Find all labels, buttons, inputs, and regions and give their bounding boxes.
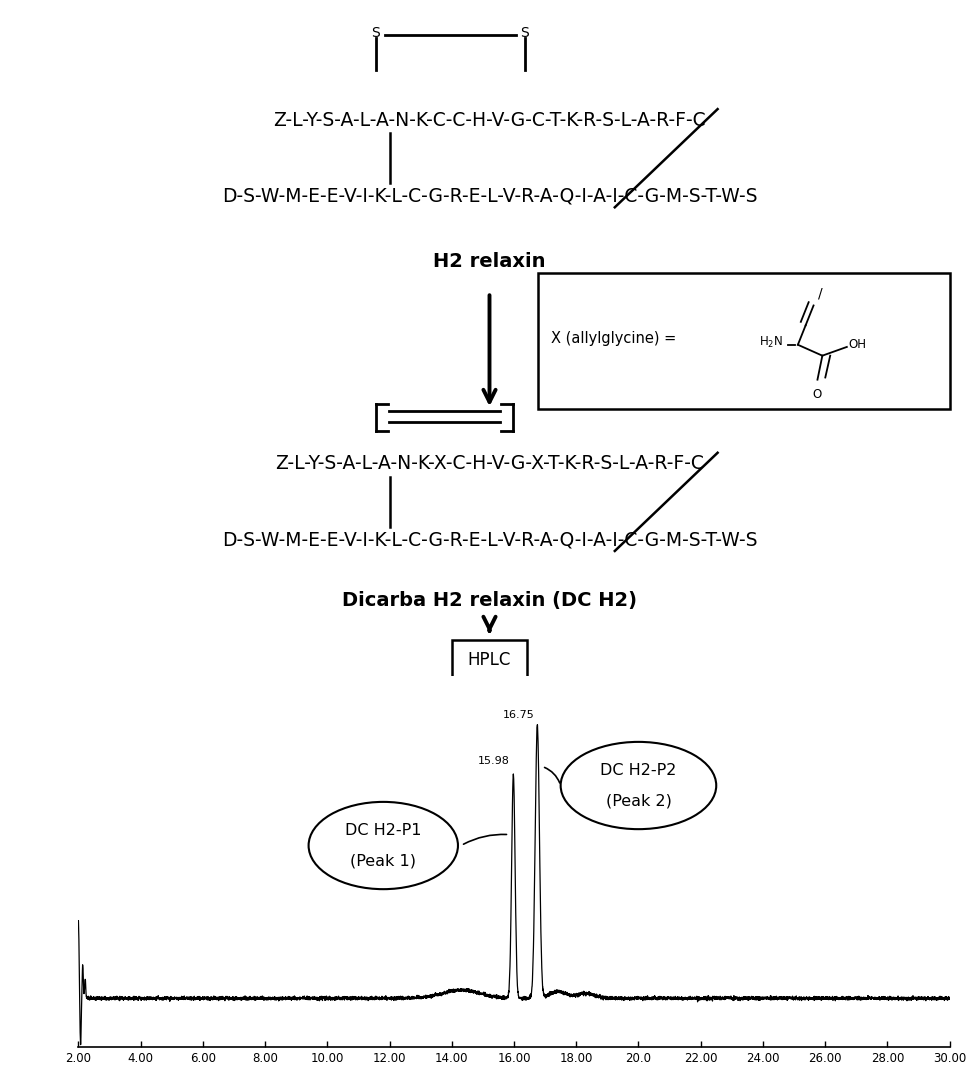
Ellipse shape <box>560 742 716 829</box>
Ellipse shape <box>308 802 458 889</box>
Text: D-S-W-M-E-E-V-I-K-L-C-G-R-E-L-V-R-A-Q-I-A-I-C-G-M-S-T-W-S: D-S-W-M-E-E-V-I-K-L-C-G-R-E-L-V-R-A-Q-I-… <box>222 530 756 550</box>
FancyBboxPatch shape <box>538 273 949 409</box>
Text: DC H2-P2: DC H2-P2 <box>600 763 676 778</box>
Text: Z-L-Y-S-A-L-A-N-K-X-C-H-V-G-X-T-K-R-S-L-A-R-F-C: Z-L-Y-S-A-L-A-N-K-X-C-H-V-G-X-T-K-R-S-L-… <box>275 454 703 473</box>
Text: X (allylglycine) =: X (allylglycine) = <box>551 331 676 346</box>
Text: S: S <box>372 26 379 40</box>
Text: H$_2$N: H$_2$N <box>758 335 782 350</box>
Text: 16.75: 16.75 <box>502 709 534 720</box>
Text: /: / <box>818 286 822 300</box>
Text: (Peak 1): (Peak 1) <box>350 853 416 868</box>
Text: HPLC: HPLC <box>467 651 511 669</box>
Text: H2 relaxin: H2 relaxin <box>433 252 545 272</box>
Text: Dicarba H2 relaxin (DC H2): Dicarba H2 relaxin (DC H2) <box>341 590 637 610</box>
Text: OH: OH <box>848 338 866 351</box>
Text: Z-L-Y-S-A-L-A-N-K-C-C-H-V-G-C-T-K-R-S-L-A-R-F-C: Z-L-Y-S-A-L-A-N-K-C-C-H-V-G-C-T-K-R-S-L-… <box>273 110 705 130</box>
Text: (Peak 2): (Peak 2) <box>604 793 671 808</box>
Text: S: S <box>520 26 528 40</box>
Text: DC H2-P1: DC H2-P1 <box>344 823 422 838</box>
Text: O: O <box>812 388 822 401</box>
FancyBboxPatch shape <box>452 639 526 681</box>
Text: D-S-W-M-E-E-V-I-K-L-C-G-R-E-L-V-R-A-Q-I-A-I-C-G-M-S-T-W-S: D-S-W-M-E-E-V-I-K-L-C-G-R-E-L-V-R-A-Q-I-… <box>222 187 756 206</box>
Text: 15.98: 15.98 <box>477 756 510 766</box>
